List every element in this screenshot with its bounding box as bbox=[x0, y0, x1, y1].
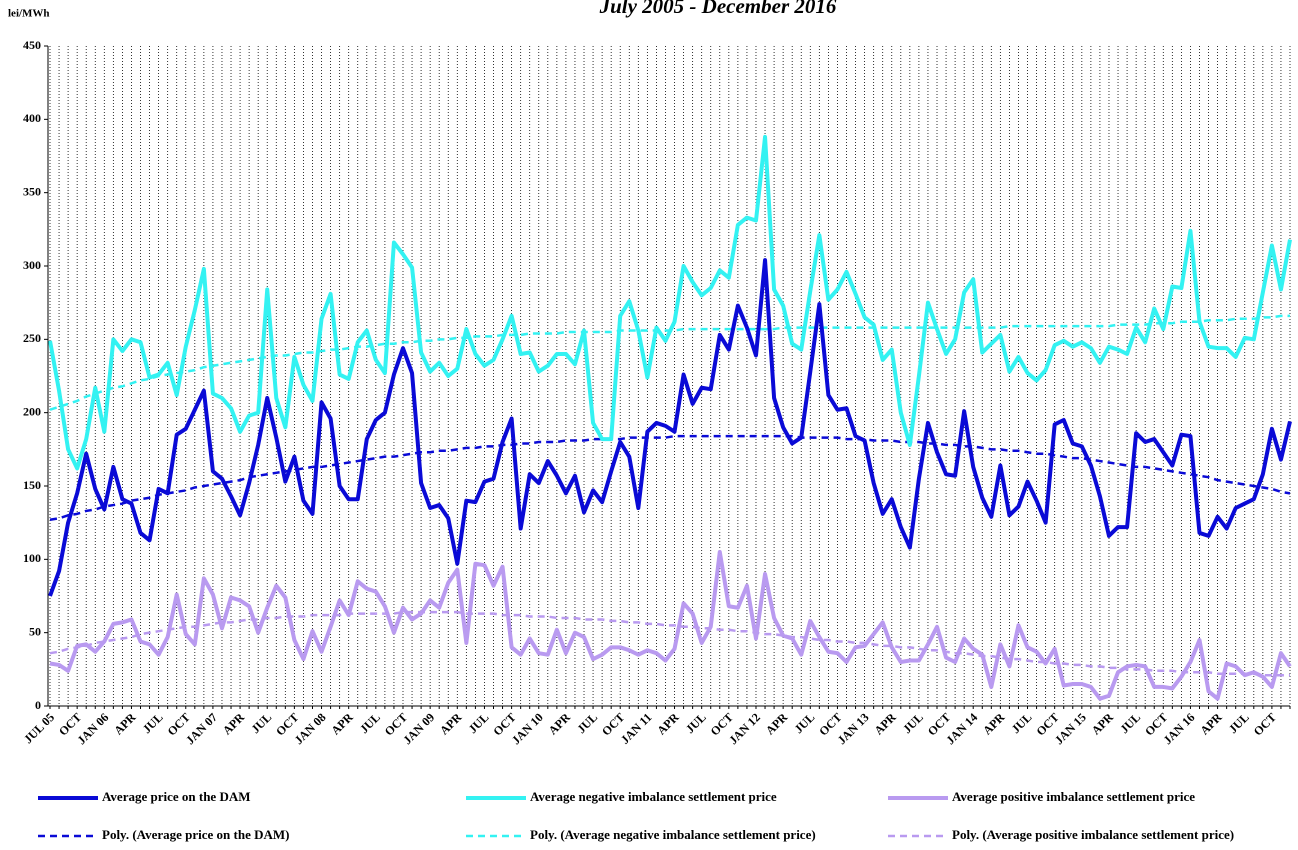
chart-title: July 2005 - December 2016 bbox=[599, 0, 837, 18]
series-line bbox=[49, 550, 1292, 701]
y-tick-label: 0 bbox=[35, 698, 41, 712]
x-tick-label: JUL bbox=[248, 710, 274, 736]
x-tick-label: JAN 14 bbox=[943, 710, 980, 747]
x-tick-label: JAN 16 bbox=[1160, 710, 1197, 747]
x-tick-label: JUL bbox=[1009, 710, 1035, 736]
legend-label: Poly. (Average positive imbalance settle… bbox=[952, 827, 1234, 842]
x-tick-label: APR bbox=[763, 710, 791, 738]
x-tick-label: JAN 10 bbox=[509, 710, 546, 747]
x-tick-label: JUL bbox=[357, 710, 383, 736]
legend-label: Average negative imbalance settlement pr… bbox=[530, 789, 777, 804]
x-tick-label: APR bbox=[654, 710, 682, 738]
y-tick-label: 450 bbox=[23, 38, 41, 52]
legend-label: Poly. (Average negative imbalance settle… bbox=[530, 827, 816, 842]
x-tick-label: JAN 11 bbox=[618, 710, 655, 747]
x-tick-label: JUL bbox=[900, 710, 926, 736]
series-line bbox=[48, 258, 1292, 597]
plot bbox=[48, 134, 1292, 701]
trend-line bbox=[49, 610, 1290, 677]
legend: Average price on the DAM Average negative… bbox=[38, 789, 1234, 842]
y-tick-label: 200 bbox=[23, 404, 41, 418]
x-tick-label: JUL bbox=[1226, 710, 1252, 736]
grid bbox=[49, 46, 1291, 706]
y-tick-label: 300 bbox=[23, 258, 41, 272]
y-tick-label: 50 bbox=[29, 624, 41, 638]
x-tick-label: JAN 07 bbox=[183, 710, 220, 747]
x-tick-label: JAN 08 bbox=[292, 710, 329, 747]
series-line bbox=[48, 134, 1292, 471]
x-tick-label: APR bbox=[1197, 710, 1225, 738]
x-tick-label: APR bbox=[1089, 710, 1117, 738]
x-tick-label: JUL bbox=[140, 710, 166, 736]
x-tick-label: JAN 06 bbox=[74, 710, 111, 747]
x-tick-label: JAN 15 bbox=[1052, 710, 1089, 747]
x-tick-label: JAN 12 bbox=[726, 710, 763, 747]
x-tick-label: APR bbox=[220, 710, 248, 738]
x-tick-label: JUL 05 bbox=[21, 710, 57, 746]
x-tick-label: JAN 13 bbox=[835, 710, 872, 747]
legend-label: Poly. (Average price on the DAM) bbox=[102, 827, 289, 842]
y-axis-label: lei/MWh bbox=[8, 8, 50, 20]
x-tick-label: APR bbox=[111, 710, 139, 738]
x-tick-label: JUL bbox=[683, 710, 709, 736]
x-tick-label: JUL bbox=[574, 710, 600, 736]
x-tick-label: JUL bbox=[466, 710, 492, 736]
x-tick-label: APR bbox=[437, 710, 465, 738]
legend-label: Average price on the DAM bbox=[102, 789, 251, 804]
x-tick-label: JUL bbox=[1117, 710, 1143, 736]
x-tick-label: APR bbox=[328, 710, 356, 738]
legend-label: Average positive imbalance settlement pr… bbox=[952, 789, 1195, 804]
x-tick-label: OCT bbox=[1251, 710, 1279, 738]
trend-line bbox=[49, 434, 1291, 521]
y-tick-label: 400 bbox=[23, 111, 41, 125]
x-tick-label: JAN 09 bbox=[400, 710, 437, 747]
x-tick-label: APR bbox=[980, 710, 1008, 738]
y-tick-label: 250 bbox=[23, 331, 41, 345]
y-tick-label: 350 bbox=[23, 184, 41, 198]
x-tick-label: JUL bbox=[791, 710, 817, 736]
y-tick-label: 150 bbox=[23, 478, 41, 492]
x-tick-label: APR bbox=[871, 710, 899, 738]
y-tick-label: 100 bbox=[23, 551, 41, 565]
x-tick-label: APR bbox=[546, 710, 574, 738]
